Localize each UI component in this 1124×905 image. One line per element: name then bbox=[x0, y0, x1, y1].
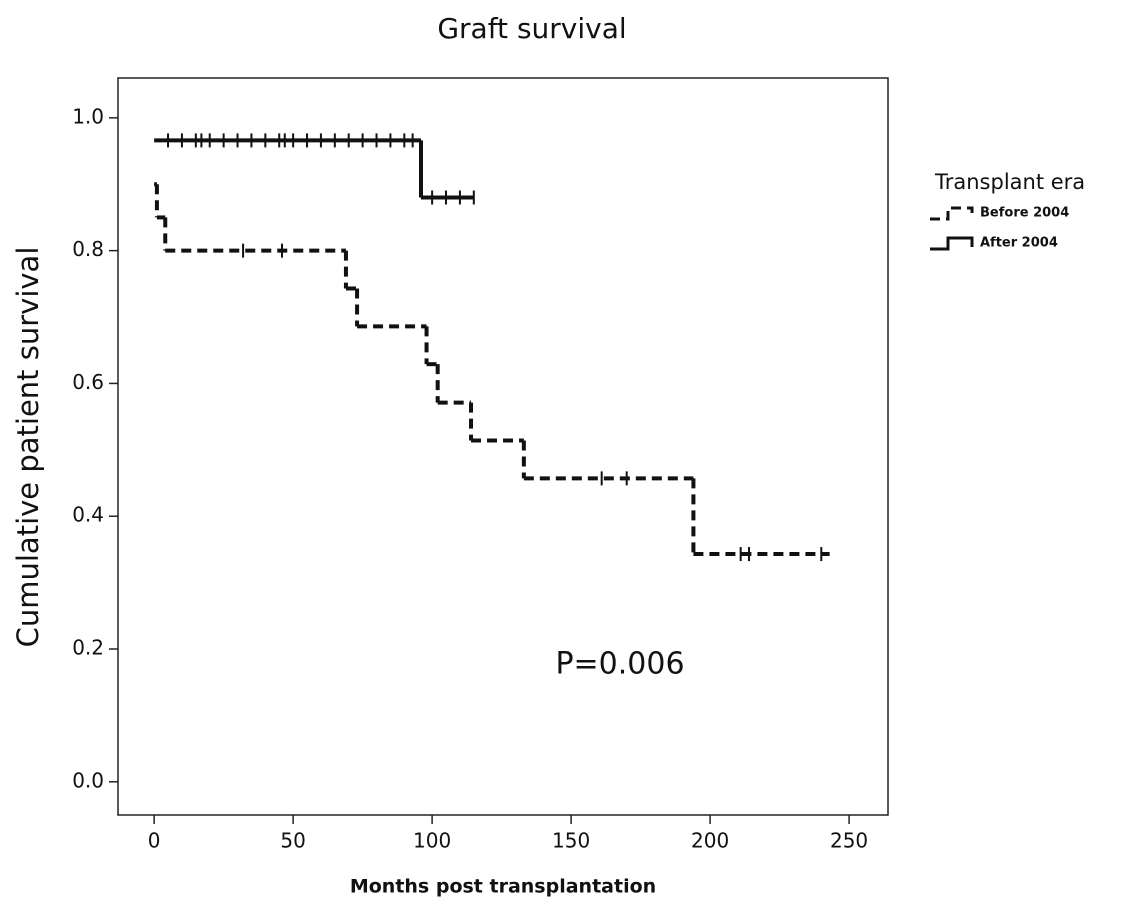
y-tick-label: 0.4 bbox=[72, 503, 104, 527]
y-tick-label: 0.8 bbox=[72, 237, 104, 261]
x-tick-label: 0 bbox=[148, 829, 161, 853]
y-tick-label: 0.0 bbox=[72, 768, 104, 792]
y-tick-label: 0.6 bbox=[72, 370, 104, 394]
legend-title: Transplant era bbox=[934, 170, 1085, 194]
legend-swatch bbox=[930, 236, 974, 251]
y-tick-label: 1.0 bbox=[72, 104, 104, 128]
y-axis-label: Cumulative patient survival bbox=[11, 247, 45, 648]
chart-title: Graft survival bbox=[437, 12, 626, 45]
legend-swatch bbox=[930, 206, 974, 221]
y-tick-label: 0.2 bbox=[72, 636, 104, 660]
x-tick-label: 200 bbox=[691, 829, 729, 853]
x-axis-label: Months post transplantation bbox=[350, 876, 656, 898]
plot-frame bbox=[117, 77, 889, 816]
x-tick-label: 150 bbox=[552, 829, 590, 853]
p-value-annotation: P=0.006 bbox=[555, 647, 684, 682]
x-tick-label: 50 bbox=[280, 829, 305, 853]
legend-label: After 2004 bbox=[980, 236, 1058, 251]
legend-label: Before 2004 bbox=[980, 206, 1069, 221]
x-tick-label: 100 bbox=[413, 829, 451, 853]
x-tick-label: 250 bbox=[830, 829, 868, 853]
